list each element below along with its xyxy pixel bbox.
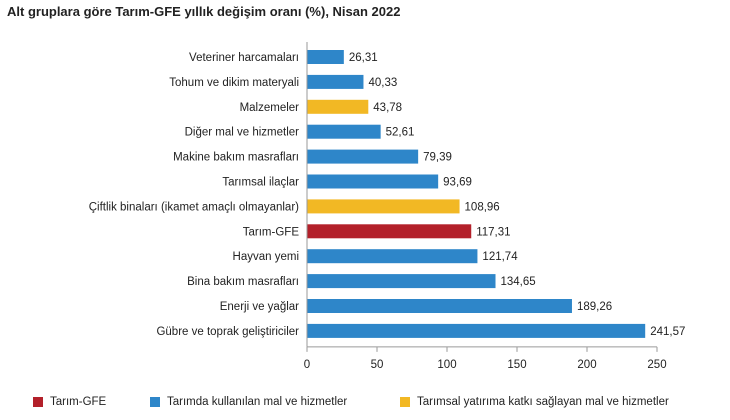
bar [307,74,364,89]
legend-swatch-blue [150,397,160,407]
bar [307,50,344,64]
category-label: Hayvan yemi [233,251,299,263]
legend-label-investment: Tarımsal yatırıma katkı sağlayan mal ve … [417,396,669,408]
bar-chart: Veteriner harcamaları 26,31 Tohum ve dikim… [89,42,685,371]
bar [307,249,478,264]
data-label: 40,33 [368,77,397,89]
category-label: Gübre ve toprak geliştiriciler [156,326,299,338]
bar [307,224,472,239]
data-label: 189,26 [577,301,612,313]
legend: Tarım-GFE Tarımda kullanılan mal ve hizm… [0,396,730,416]
category-label: Enerji ve yağlar [220,301,299,313]
category-label: Tarım-GFE [243,226,300,238]
category-label: Tarımsal ilaçlar [222,177,299,189]
bar [307,149,419,164]
bar [307,274,496,289]
x-tick-label: 150 [507,359,526,371]
data-label: 241,57 [650,326,685,338]
category-label: Tohum ve dikim materyali [169,77,299,89]
legend-swatch-yellow [400,397,410,407]
x-tick-label: 50 [371,359,384,371]
data-label: 121,74 [482,251,518,263]
data-label: 117,31 [476,226,510,238]
legend-label-tarim-gfe: Tarım-GFE [50,396,107,408]
bar [307,99,369,114]
bar [307,199,460,214]
legend-item-tarim-gfe: Tarım-GFE [33,396,106,408]
chart-title: Alt gruplara göre Tarım-GFE yıllık değiş… [7,4,401,19]
data-label: 108,96 [465,201,500,213]
x-tick-label: 100 [437,359,456,371]
category-label: Malzemeler [240,102,300,114]
category-label: Çiftlik binaları (ikamet amaçlı olmayanl… [89,201,299,213]
x-tick-label: 250 [647,359,666,371]
data-label: 79,39 [423,152,452,164]
bar [307,299,572,313]
category-label: Bina bakım masrafları [187,276,299,288]
data-label: 43,78 [373,102,402,114]
bar [307,124,381,139]
legend-swatch-red [33,397,43,407]
bar [307,174,439,189]
data-label: 52,61 [386,127,415,139]
category-label: Makine bakım masrafları [173,152,299,164]
category-label: Veteriner harcamaları [189,52,299,64]
legend-item-investment: Tarımsal yatırıma katkı sağlayan mal ve … [400,396,669,408]
bar [307,323,646,338]
data-label: 26,31 [349,52,378,64]
legend-item-inputs: Tarımda kullanılan mal ve hizmetler [150,396,347,408]
x-tick-label: 0 [304,359,310,371]
data-label: 93,69 [443,177,472,189]
x-tick-label: 200 [577,359,596,371]
category-label: Diğer mal ve hizmetler [185,127,300,139]
data-label: 134,65 [501,276,536,288]
legend-label-inputs: Tarımda kullanılan mal ve hizmetler [167,396,348,408]
